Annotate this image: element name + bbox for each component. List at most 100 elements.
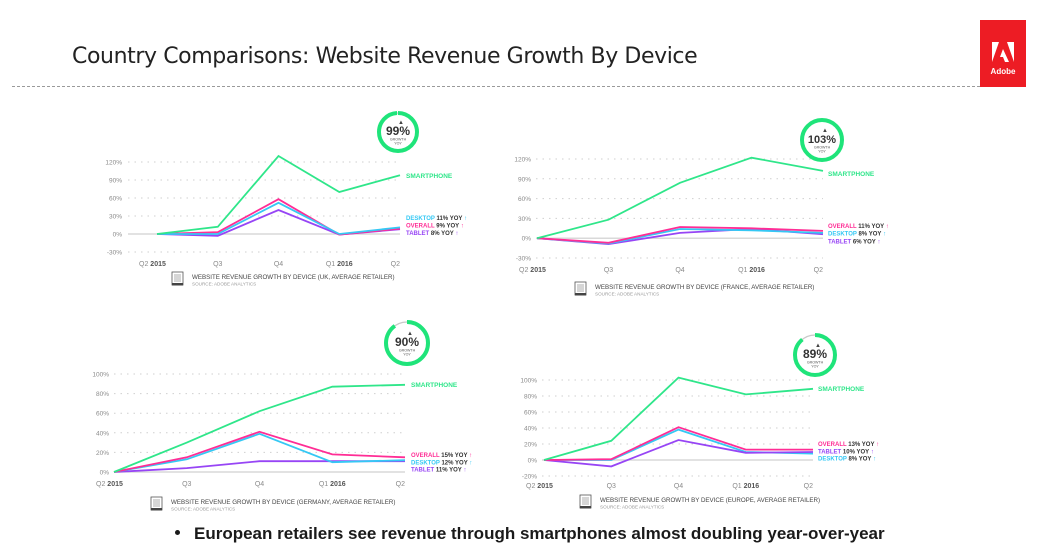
- x-tick-year: 2016: [749, 267, 765, 274]
- legend-yoy: 11% YOY: [436, 468, 463, 474]
- up-arrow-icon: ↑: [871, 449, 874, 455]
- y-tick-label: 60%: [518, 196, 531, 203]
- y-tick-label: 90%: [109, 178, 122, 185]
- x-tick-quarter: Q4: [674, 483, 683, 490]
- slide-title: Country Comparisons: Website Revenue Gro…: [72, 44, 698, 69]
- up-arrow-icon: ↑: [463, 468, 466, 474]
- legend-yoy: 8% YOY: [858, 232, 882, 238]
- badge-line2: YOY: [818, 150, 826, 154]
- up-arrow-icon: ↑: [877, 239, 880, 245]
- y-tick-label: 40%: [524, 426, 537, 433]
- legend-label: DESKTOP: [828, 232, 858, 238]
- document-icon-footer: [575, 293, 586, 296]
- x-tick-label: Q1 2016: [319, 481, 346, 488]
- up-arrow-icon: ↑: [461, 224, 464, 230]
- y-tick-label: -30%: [516, 256, 531, 263]
- badge-up-arrow-icon: ▲: [398, 120, 404, 126]
- up-arrow-icon: ↑: [469, 460, 472, 466]
- chart-caption: WEBSITE REVENUE GROWTH BY DEVICE (FRANCE…: [595, 284, 814, 291]
- x-tick-quarter: Q2: [396, 481, 405, 488]
- x-tick-label: Q2: [804, 483, 813, 490]
- y-tick-label: 0%: [522, 236, 532, 243]
- bullet-point: European retailers see revenue through s…: [175, 524, 885, 544]
- x-tick-label: Q3: [604, 267, 613, 274]
- document-icon-footer: [172, 283, 183, 286]
- chart-source: SOURCE: ADOBE ANALYTICS: [600, 505, 664, 510]
- legend-smartphone: SMARTPHONE: [406, 173, 453, 180]
- x-tick-quarter: Q1: [738, 267, 749, 274]
- x-tick-label: Q1 2016: [732, 483, 759, 490]
- legend-tablet: TABLET 8% YOY ↑: [406, 231, 458, 237]
- up-arrow-icon: ↑: [455, 231, 458, 237]
- legend-overall: OVERALL 15% YOY ↑: [411, 453, 472, 459]
- legend-yoy: 6% YOY: [853, 239, 877, 245]
- y-tick-label: 120%: [514, 157, 531, 164]
- legend-tablet: TABLET 6% YOY ↑: [828, 239, 880, 245]
- bullet-text: European retailers see revenue through s…: [194, 524, 885, 543]
- legend-desktop: DESKTOP 8% YOY ↑: [818, 457, 876, 463]
- x-tick-label: Q3: [213, 261, 222, 268]
- legend-label: DESKTOP: [406, 216, 436, 222]
- legend-smartphone: SMARTPHONE: [818, 386, 865, 393]
- legend-yoy: 8% YOY: [848, 457, 872, 463]
- document-icon: [171, 271, 184, 286]
- y-tick-label: 30%: [518, 216, 531, 223]
- x-tick-quarter: Q4: [675, 267, 684, 274]
- x-tick-label: Q1 2016: [326, 261, 353, 268]
- legend-yoy: 13% YOY: [848, 442, 876, 448]
- legend-yoy: 8% YOY: [431, 231, 455, 237]
- y-tick-label: 60%: [524, 410, 537, 417]
- legend-label: DESKTOP: [411, 460, 441, 466]
- y-tick-label: 80%: [96, 391, 109, 398]
- legend-label: TABLET: [818, 449, 843, 455]
- x-tick-quarter: Q3: [213, 261, 222, 268]
- x-tick-label: Q2 2015: [139, 261, 166, 268]
- x-tick-quarter: Q2: [804, 483, 813, 490]
- chart-caption: WEBSITE REVENUE GROWTH BY DEVICE (EUROPE…: [600, 497, 820, 504]
- document-icon: [150, 496, 163, 511]
- badge-line2: YOY: [403, 353, 411, 357]
- y-tick-label: 0%: [113, 232, 123, 239]
- chart-source: SOURCE: ADOBE ANALYTICS: [595, 292, 659, 297]
- x-tick-year: 2015: [107, 481, 123, 488]
- chart-germany: 0% 20% 40% 60% 80% 100% Q2 2015 Q3 Q4 Q1 2016 Q2 SM…: [92, 320, 472, 512]
- x-tick-quarter: Q3: [607, 483, 616, 490]
- y-tick-label: 40%: [96, 430, 109, 437]
- legend-yoy: 15% YOY: [441, 453, 469, 459]
- badge-value: 99%: [386, 124, 410, 138]
- badge-value: 103%: [808, 134, 836, 146]
- legend-label: OVERALL: [828, 224, 858, 230]
- x-tick-label: Q4: [255, 481, 264, 488]
- legend-label: OVERALL: [818, 442, 848, 448]
- up-arrow-icon: ↑: [469, 453, 472, 459]
- x-tick-quarter: Q2: [519, 267, 530, 274]
- x-tick-year: 2016: [744, 483, 760, 490]
- x-tick-label: Q2 2015: [96, 481, 123, 488]
- legend-tablet: TABLET 11% YOY ↑: [411, 468, 466, 474]
- up-arrow-icon: ↑: [876, 442, 879, 448]
- badge-ring: [384, 320, 430, 366]
- legend-yoy: 11% YOY: [858, 224, 885, 230]
- y-tick-label: 100%: [520, 378, 537, 385]
- x-tick-quarter: Q2: [139, 261, 150, 268]
- badge-up-arrow-icon: ▲: [815, 343, 821, 349]
- badge-line2: YOY: [394, 142, 402, 146]
- y-tick-label: 90%: [518, 176, 531, 183]
- x-tick-quarter: Q4: [255, 481, 264, 488]
- up-arrow-icon: ↑: [464, 216, 467, 222]
- x-tick-label: Q2: [396, 481, 405, 488]
- series-line-overall: [536, 226, 824, 244]
- document-icon-footer: [580, 506, 591, 509]
- x-tick-quarter: Q2: [814, 267, 823, 274]
- x-tick-label: Q3: [182, 481, 191, 488]
- document-icon: [574, 281, 587, 296]
- legend-label: TABLET: [828, 239, 853, 245]
- series-line-smartphone: [536, 156, 824, 240]
- x-tick-quarter: Q3: [182, 481, 191, 488]
- x-tick-label: Q4: [274, 261, 283, 268]
- adobe-logo: Adobe: [980, 20, 1026, 87]
- y-tick-label: 120%: [105, 160, 122, 167]
- legend-yoy: 10% YOY: [843, 449, 871, 455]
- legend-overall: OVERALL 11% YOY ↑: [828, 224, 889, 230]
